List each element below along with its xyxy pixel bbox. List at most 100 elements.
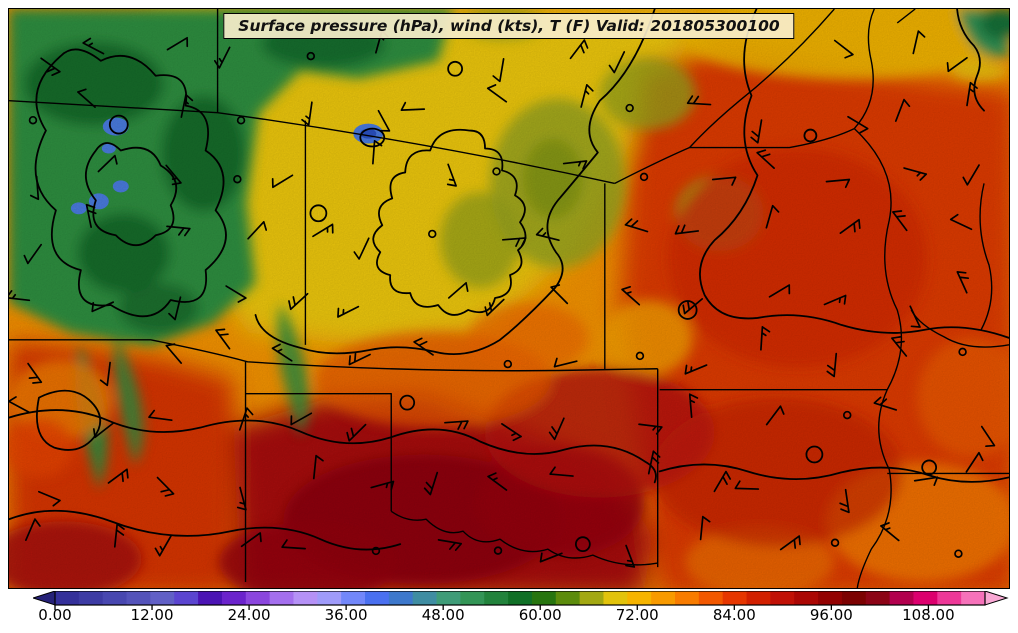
colorbar-tick-label: 108.00 [902, 606, 955, 624]
colorbar-segment [174, 591, 199, 605]
colorbar-segment [55, 591, 80, 605]
temperature-field-layer [9, 9, 1009, 588]
wind-barb [484, 298, 505, 317]
wind-barb [966, 81, 978, 107]
colorbar-segment [722, 591, 747, 605]
calm-wind-circle [492, 167, 501, 176]
wind-barb [9, 396, 30, 414]
wind-barb [535, 227, 560, 242]
wind-barb [281, 539, 306, 550]
calm-wind-circle [371, 546, 381, 556]
colorbar-strip-frame [54, 590, 986, 606]
wind-barb [166, 225, 191, 237]
wind-barb [225, 285, 247, 303]
wind-barb [501, 423, 522, 442]
wind-barb [638, 423, 663, 435]
colorbar-segment [627, 591, 652, 605]
wind-barb [180, 93, 194, 118]
wind-barb [156, 476, 175, 497]
wind-barb [873, 396, 898, 411]
colorbar-segment [841, 591, 867, 605]
colorbar-segment [913, 591, 938, 605]
plot-title: Surface pressure (hPa), wind (kts), T (F… [238, 17, 780, 35]
wind-barb [215, 328, 231, 350]
wind-barb [949, 213, 973, 231]
calm-wind-circle [233, 174, 242, 184]
wind-barb [288, 292, 309, 311]
wind-barb [765, 405, 785, 426]
wind-barb [826, 352, 838, 378]
colorbar-segment [555, 591, 581, 605]
calm-wind-circle [639, 172, 649, 182]
wind-barb [880, 522, 900, 542]
wind-barb [684, 364, 708, 375]
wind-barb [37, 490, 61, 507]
noise-layer [9, 9, 1009, 588]
calm-wind-circle [503, 359, 513, 369]
wind-barb [756, 149, 775, 169]
wind-barb [768, 284, 791, 298]
wind-barb [25, 518, 41, 542]
colorbar-segment [770, 591, 795, 605]
colorbar-segment [818, 591, 843, 605]
colorbar-segment [388, 591, 414, 605]
wind-barb [312, 454, 324, 480]
wind-barb [779, 535, 801, 551]
wind-barb [823, 294, 847, 306]
wind-barb [337, 305, 360, 318]
colorbar-segment [341, 591, 366, 605]
colorbar-segment [460, 591, 485, 605]
colorbar-tick-label: 84.00 [712, 606, 756, 624]
wind-barb [686, 95, 712, 106]
wind-barb [99, 361, 111, 387]
wind-barb [825, 178, 851, 189]
wind-barb [682, 298, 704, 315]
colorbar-segment [245, 591, 271, 605]
wind-barb [423, 471, 439, 496]
wind-barb [154, 534, 172, 557]
colorbar-segment [961, 591, 986, 605]
colorbar-segment [198, 591, 223, 605]
colorbar-tick-label: 48.00 [421, 606, 465, 624]
wind-barb [539, 552, 563, 563]
wind-barb [624, 218, 649, 233]
colorbar-segment [221, 591, 247, 605]
wind-barb [301, 101, 313, 126]
wind-barb [580, 83, 594, 108]
wind-barb [370, 480, 395, 491]
wind-barb [82, 37, 105, 55]
colorbar-over-arrow [984, 590, 1009, 606]
map-frame [8, 8, 1010, 589]
wind-barb [501, 237, 527, 247]
wind-barb [912, 30, 926, 55]
colorbar-segment [794, 591, 819, 605]
colorbar-segment [269, 591, 294, 605]
calm-wind-circle [958, 347, 967, 357]
wind-barb [608, 51, 626, 74]
wind-barb [165, 164, 182, 186]
wind-barb [400, 101, 426, 111]
wind-barb [29, 175, 40, 201]
colorbar-segment [126, 591, 151, 605]
wind-barb [839, 488, 850, 514]
colorbar-segment [436, 591, 461, 605]
wind-barb [413, 337, 434, 356]
colorbar-segment [484, 591, 509, 605]
colorbar-tick-label: 96.00 [809, 606, 853, 624]
colorbar-tick-label: 60.00 [518, 606, 562, 624]
wind-barb [487, 472, 508, 491]
colorbar-tick-label: 0.00 [38, 606, 72, 624]
state-borders [9, 9, 1009, 588]
wind-barb [240, 532, 262, 548]
wind-barb [353, 237, 370, 260]
wind-barb [113, 523, 125, 548]
colorbar-segment [675, 591, 700, 605]
wind-barb [980, 425, 996, 448]
colorbar-segment [508, 591, 533, 605]
wind-barb [492, 57, 505, 83]
calm-wind-circle [954, 549, 963, 558]
wind-barb [444, 420, 469, 430]
wind-barb [165, 343, 183, 364]
colorbar-segment [150, 591, 175, 605]
wind-barb [446, 163, 457, 187]
